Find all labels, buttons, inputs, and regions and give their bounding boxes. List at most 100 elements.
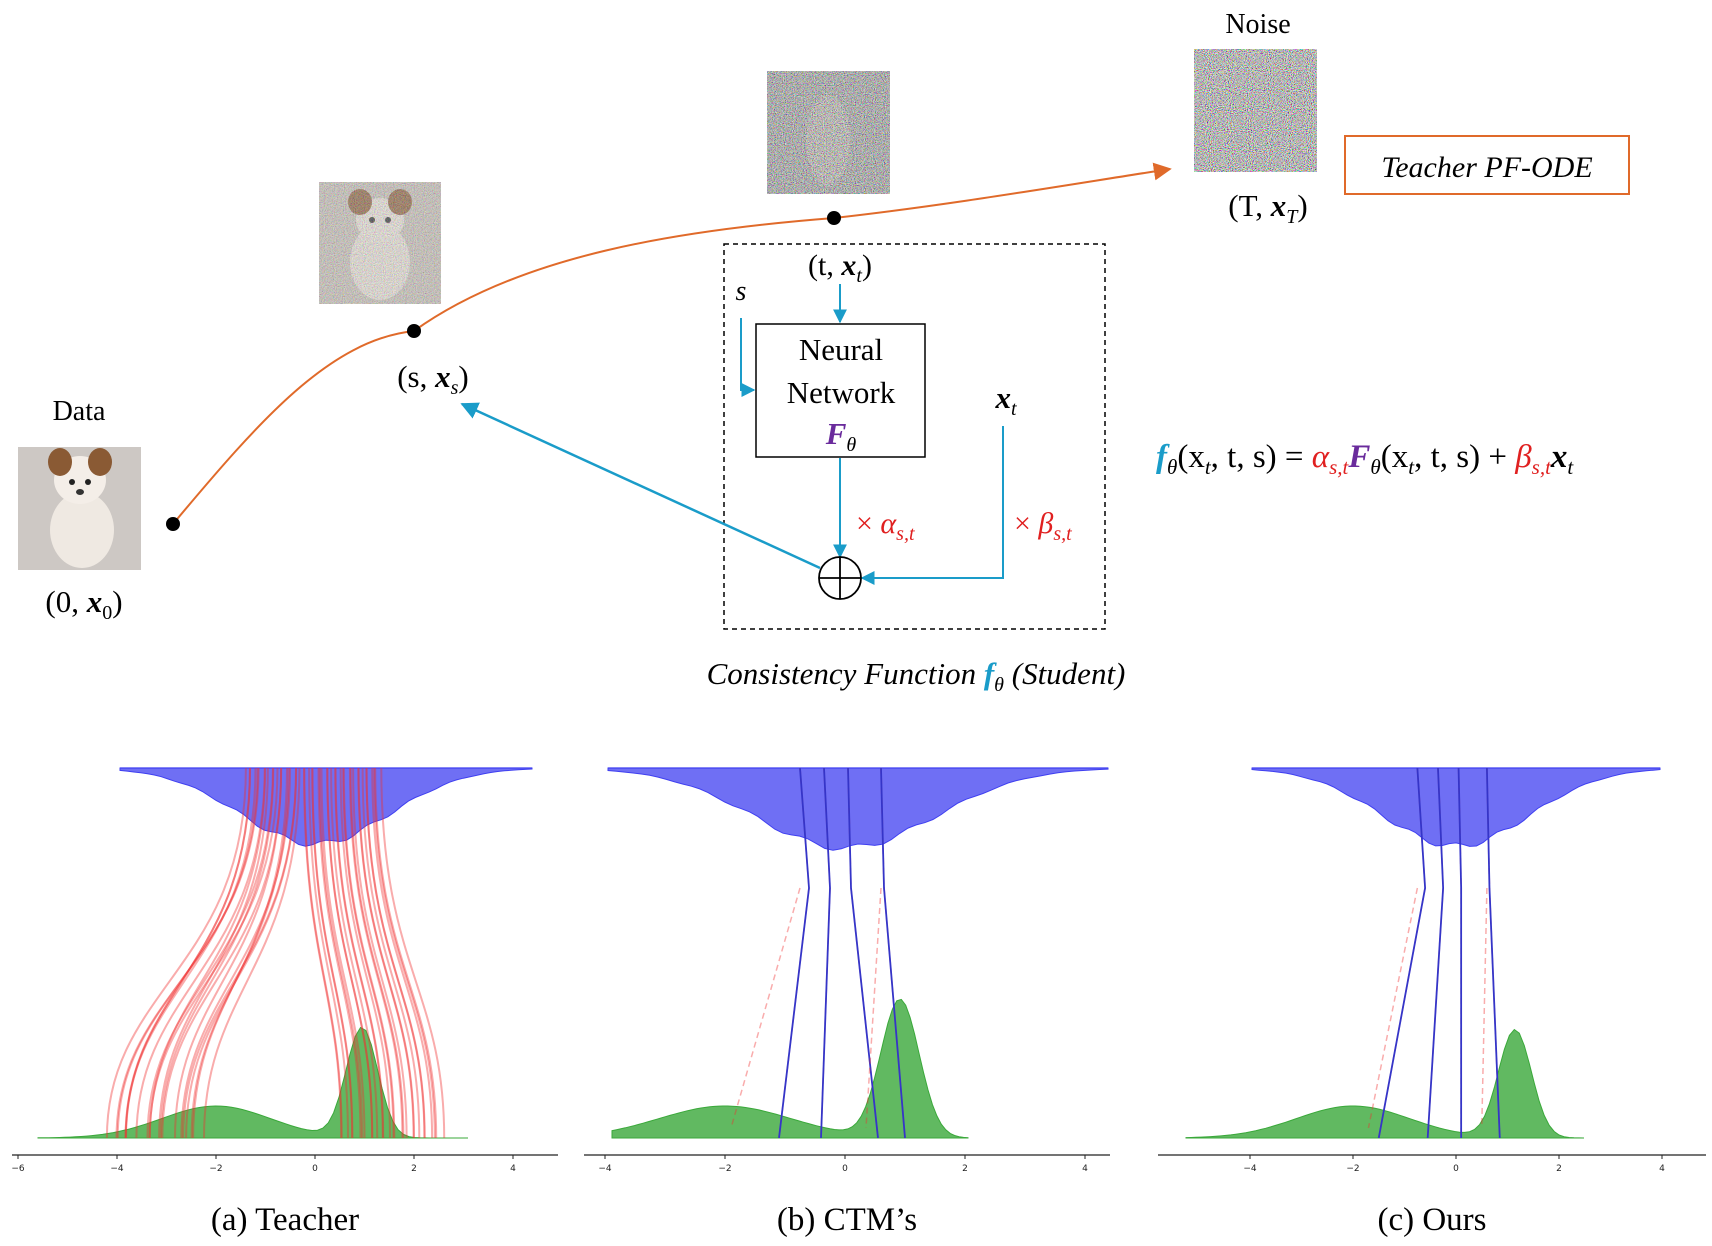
point-s	[407, 324, 421, 338]
point-T-label: (T, xT)	[1228, 188, 1307, 228]
teacher-trajectory	[180, 767, 292, 1139]
x-tick-label: 0	[1453, 1164, 1459, 1174]
panel-caption: (c) Ours	[1377, 1202, 1486, 1238]
teacher-trajectory	[303, 767, 343, 1139]
teacher-trajectory	[365, 767, 426, 1139]
teacher-trajectory	[148, 767, 267, 1139]
teacher-trajectory	[339, 767, 391, 1139]
noise-density	[119, 767, 533, 847]
teacher-trajectory	[158, 767, 269, 1139]
label-data: Data	[53, 396, 106, 427]
x-tick-label: −4	[598, 1164, 612, 1174]
arrow-sum-to-s	[460, 402, 821, 570]
x-tick-label: −4	[1243, 1164, 1257, 1174]
teacher-trajectory	[357, 767, 415, 1139]
teacher-trajectory	[348, 767, 404, 1139]
arrow-xt-to-sum	[860, 426, 1004, 585]
teacher-trajectory	[116, 767, 259, 1139]
panel-caption: (a) Teacher	[211, 1202, 359, 1238]
panel-2: −4 −2 0 2 4 (b) CTM’s	[584, 767, 1110, 1238]
box-input-t: (t, xt)	[808, 249, 872, 287]
teacher-trajectory	[105, 767, 247, 1139]
student-trajectory	[1486, 767, 1501, 1139]
x-tick-label: 4	[510, 1164, 516, 1174]
teacher-trajectory	[159, 767, 275, 1139]
teacher-trajectory	[326, 767, 374, 1139]
x-tick-label: 4	[1082, 1164, 1088, 1174]
x-tick-label: 0	[312, 1164, 318, 1174]
student-caption: Consistency Function fθ (Student)	[707, 656, 1126, 696]
noise-density	[1251, 767, 1661, 847]
teacher-trajectory	[342, 767, 395, 1139]
neural-network-block	[755, 323, 926, 458]
teacher-trajectory	[326, 767, 374, 1139]
x-tick-label: 0	[842, 1164, 848, 1174]
teacher-trajectory	[330, 767, 379, 1139]
teacher-trajectory	[124, 767, 252, 1139]
teacher-trajectory	[125, 767, 251, 1139]
point-t	[827, 211, 841, 225]
x-tick-label: 2	[962, 1164, 968, 1174]
teacher-trajectory	[203, 767, 301, 1139]
beta-coef: × βs,t	[1014, 507, 1072, 545]
noisy-image-t	[767, 71, 890, 194]
student-trajectory	[1377, 767, 1427, 1139]
teacher-trajectory	[371, 767, 434, 1139]
bottom-panels: −6 −4 −2 0 2 4 (a) Teacher −4 −2 0 2 4 (b) CTM’s −4 −2…	[11, 767, 1706, 1238]
teacher-trajectory	[374, 767, 438, 1139]
teacher-trajectory	[349, 767, 405, 1139]
teacher-trajectory	[318, 767, 364, 1139]
teacher-trajectory	[174, 767, 283, 1139]
teacher-reference-trajectory	[1367, 887, 1419, 1129]
teacher-trajectory	[185, 767, 298, 1139]
x-tick-label: −4	[110, 1164, 124, 1174]
noise-image	[1194, 49, 1317, 172]
data-density	[1185, 1028, 1585, 1139]
panel-caption: (b) CTM’s	[777, 1202, 917, 1238]
data-density	[611, 998, 969, 1139]
arrow-s-to-nn	[740, 318, 756, 397]
point-0-label: (0, x0)	[45, 584, 122, 624]
student-trajectory	[1457, 767, 1463, 1138]
student-box	[723, 243, 1106, 630]
nn-label-line1: Neural	[799, 332, 883, 367]
nn-label-line2: Network	[787, 375, 896, 410]
panel-1: −6 −4 −2 0 2 4 (a) Teacher	[11, 767, 558, 1238]
teacher-trajectory	[311, 767, 354, 1139]
teacher-trajectory	[334, 767, 385, 1139]
student-trajectory	[778, 767, 810, 1139]
teacher-trajectory	[357, 767, 415, 1139]
teacher-trajectory	[373, 767, 436, 1139]
panel-3: −4 −2 0 2 4 (c) Ours	[1158, 767, 1706, 1238]
alpha-coef: × αs,t	[856, 507, 915, 545]
box-input-s: s	[736, 276, 747, 307]
x-tick-label: 2	[1556, 1164, 1562, 1174]
teacher-trajectory	[161, 767, 283, 1139]
teacher-trajectory	[342, 767, 396, 1139]
data-density	[37, 1026, 468, 1139]
teacher-trajectory	[124, 767, 257, 1139]
student-trajectory	[847, 767, 879, 1139]
teacher-trajectory	[311, 767, 354, 1139]
x-tick-label: −2	[209, 1164, 222, 1174]
data-image	[18, 447, 141, 570]
label-noise: Noise	[1225, 9, 1290, 40]
consistency-equation: fθ(xt, t, s) = αs,tFθ(xt, t, s) + βs,txt	[1156, 439, 1574, 479]
teacher-trajectory	[135, 767, 266, 1139]
teacher-pf-ode-label: Teacher PF-ODE	[1381, 151, 1592, 184]
teacher-trajectory	[365, 767, 426, 1139]
teacher-trajectory	[190, 767, 290, 1139]
teacher-reference-trajectory	[730, 887, 801, 1129]
teacher-reference-trajectory	[1481, 887, 1488, 1129]
noisy-image-s	[319, 182, 441, 304]
x-tick-label: −6	[11, 1164, 25, 1174]
teacher-trajectory	[317, 767, 362, 1139]
teacher-trajectory	[303, 767, 343, 1139]
teacher-pf-ode-path	[172, 162, 1172, 525]
x-tick-label: 4	[1659, 1164, 1665, 1174]
teacher-trajectory	[148, 767, 279, 1139]
teacher-reference-trajectory	[865, 887, 882, 1129]
teacher-trajectory	[192, 767, 288, 1139]
student-trajectory	[820, 767, 831, 1139]
teacher-pf-ode-box	[1344, 135, 1630, 195]
